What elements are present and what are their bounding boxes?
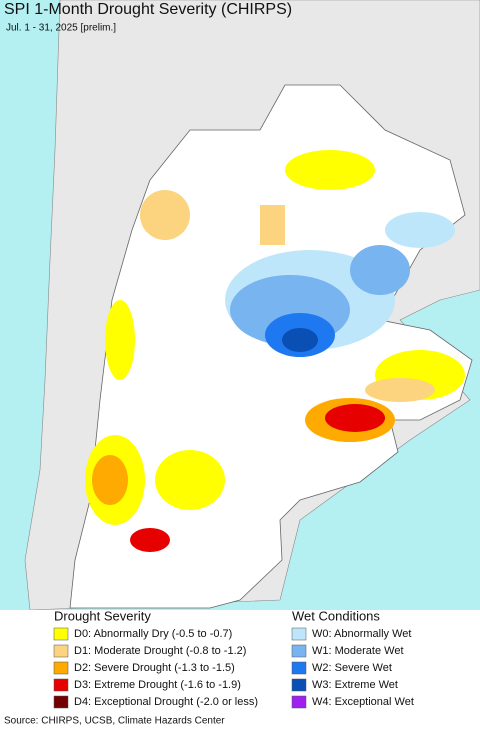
source: Source: CHIRPS, UCSB, Climate Hazards Ce…: [4, 716, 225, 727]
legend-swatch: [53, 661, 69, 675]
wet-area: [385, 212, 455, 248]
spi-patterns: [85, 150, 465, 552]
legend-background: [0, 610, 480, 730]
drought-area: [285, 150, 375, 190]
wet-area: [282, 328, 318, 352]
legend-label: D4: Exceptional Drought (-2.0 or less): [74, 696, 258, 708]
legend-label: W4: Exceptional Wet: [312, 696, 414, 708]
legend-swatch: [53, 627, 69, 641]
legend-swatch: [291, 627, 307, 641]
legend-label: D0: Abnormally Dry (-0.5 to -0.7): [74, 628, 232, 640]
legend-swatch: [291, 644, 307, 658]
legend-title: Wet Conditions: [292, 608, 380, 623]
legend-label: W0: Abnormally Wet: [312, 628, 411, 640]
legend-label: W1: Moderate Wet: [312, 645, 404, 657]
subtitle: Jul. 1 - 31, 2025 [prelim.]: [6, 23, 116, 34]
legend-label: W2: Severe Wet: [312, 662, 392, 674]
drought-area: [92, 455, 128, 505]
legend-label: W3: Extreme Wet: [312, 679, 398, 691]
drought-area: [130, 528, 170, 552]
legend-swatch: [53, 695, 69, 709]
legend-swatch: [291, 661, 307, 675]
drought-area: [260, 205, 285, 245]
legend-swatch: [291, 678, 307, 692]
title: SPI 1-Month Drought Severity (CHIRPS): [4, 1, 292, 18]
drought-area: [140, 190, 190, 240]
legend-label: D1: Moderate Drought (-0.8 to -1.2): [74, 645, 246, 657]
legend-label: D3: Extreme Drought (-1.6 to -1.9): [74, 679, 241, 691]
legend-swatch: [53, 644, 69, 658]
drought-area: [105, 300, 135, 380]
legend-swatch: [291, 695, 307, 709]
drought-area: [155, 450, 225, 510]
legend-label: D2: Severe Drought (-1.3 to -1.5): [74, 662, 235, 674]
drought-area: [325, 404, 385, 432]
wet-area: [350, 245, 410, 295]
drought-area: [365, 378, 435, 402]
legend-title: Drought Severity: [54, 608, 151, 623]
legend-swatch: [53, 678, 69, 692]
